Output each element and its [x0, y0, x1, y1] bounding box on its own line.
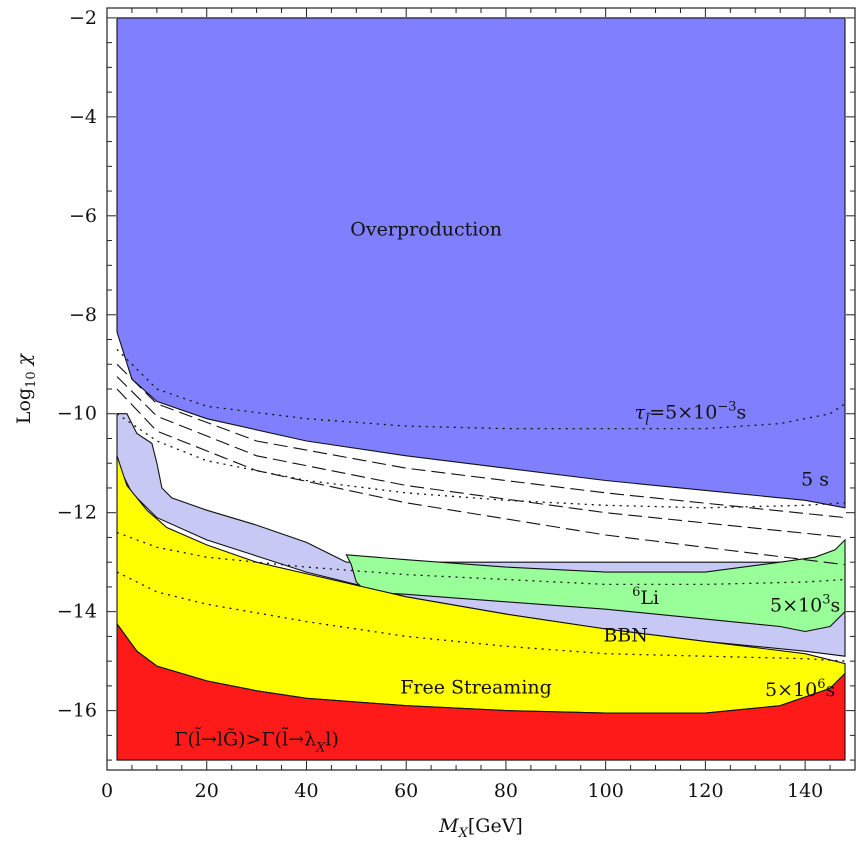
x-tick-label: 40 [294, 780, 318, 802]
chart-annotations: Overproduction τl̃=5×10−3s 5 s 6Li 5×103s BBN… [174, 219, 840, 756]
y-tick-label: −16 [57, 700, 97, 722]
x-tick-label: 100 [588, 780, 624, 802]
y-tick-label: −12 [57, 502, 97, 524]
dashed-line-2 [116, 376, 846, 538]
x-tick-label: 80 [494, 780, 518, 802]
chart-regions [116, 17, 846, 761]
dashed-line-3 [116, 388, 846, 566]
y-tick-label: −8 [69, 304, 97, 326]
dashed-line-1 [116, 363, 846, 519]
annotation-five-e6: 5×106s [765, 677, 835, 701]
annotation-gamma: Γ(l̃→lG̃)>Γ(l̃→λXl) [174, 727, 339, 755]
dotted-contour-4 [116, 571, 846, 662]
annotation-bbn: BBN [603, 624, 648, 646]
region-gamma-region [116, 622, 846, 761]
x-tick-label: 0 [101, 780, 113, 802]
annotation-tau: τl̃=5×10−3s [635, 400, 747, 429]
y-tick-label: −10 [57, 403, 97, 425]
annotation-overproduction: Overproduction [350, 219, 502, 241]
annotation-five-e3: 5×103s [770, 593, 840, 617]
y-axis-title: Log10 χ [13, 352, 39, 424]
x-tick-label: 140 [787, 780, 823, 802]
y-tick-label: −2 [69, 7, 97, 29]
annotation-free-streaming: Free Streaming [400, 676, 552, 698]
x-tick-label: 20 [195, 780, 219, 802]
axis-ticks: 0 20 40 60 80 100 120 140 −16 −14 −12 −10 −8 −6 −4 −2 [57, 7, 856, 802]
region-overproduction [116, 17, 846, 509]
x-axis-title: MX[GeV] [438, 815, 523, 841]
dotted-contour-3 [116, 531, 846, 586]
y-tick-label: −14 [57, 601, 97, 623]
x-tick-label: 120 [687, 780, 723, 802]
y-tick-label: −4 [69, 106, 97, 128]
chart-contours [116, 348, 846, 662]
annotation-five-s: 5 s [801, 468, 829, 490]
x-tick-label: 60 [394, 780, 418, 802]
annotation-li6: 6Li [632, 585, 659, 609]
y-tick-label: −6 [69, 205, 97, 227]
dotted-contour-1 [116, 348, 846, 430]
